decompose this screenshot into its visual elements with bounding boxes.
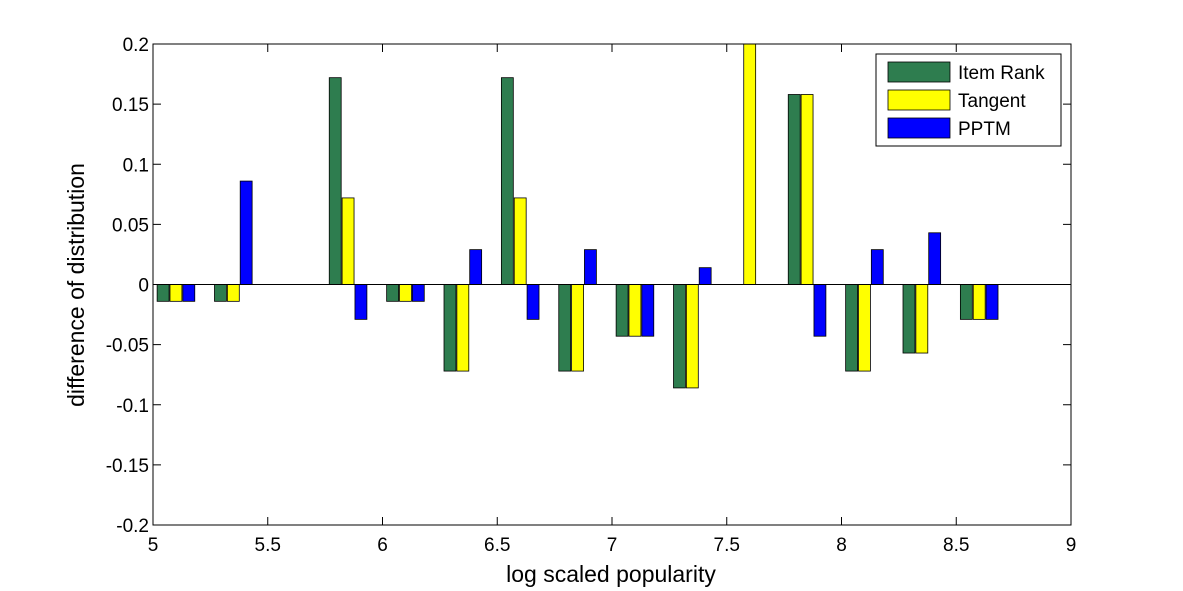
legend-swatch-pptm (887, 117, 951, 139)
bar-tangent-5 (513, 197, 527, 285)
bar-item-rank-13 (959, 284, 973, 320)
y-tick-label: -0.1 (116, 396, 149, 417)
x-tick-label: 8.5 (943, 535, 969, 556)
bar-item-rank-8 (673, 284, 686, 389)
bar-tangent-11 (858, 284, 871, 372)
x-tick-label: 6.5 (484, 535, 510, 556)
bar-pptm-12 (928, 232, 942, 285)
legend: Item Rank Tangent PPTM (875, 53, 1062, 147)
bars-layer (156, 43, 999, 389)
bar-item-rank-6 (558, 284, 572, 372)
bar-item-rank-2 (328, 77, 342, 285)
y-axis-ticks: 0.2 0.15 0.1 0.05 0 -0.05 -0.1 -0.15 -0.2 (106, 35, 1071, 537)
bar-tangent-1 (226, 284, 240, 302)
legend-swatch-tangent (887, 89, 951, 111)
bar-tangent-2 (341, 197, 355, 285)
bar-pptm-6 (584, 249, 597, 285)
y-tick-label: 0.2 (123, 35, 149, 56)
y-tick-label: -0.05 (106, 336, 149, 357)
bar-pptm-3 (411, 284, 425, 302)
bar-item-rank-5 (500, 77, 514, 285)
bar-item-rank-1 (214, 284, 227, 302)
y-axis-label: difference of distribution (63, 163, 89, 407)
x-tick-label: 5.5 (255, 535, 281, 556)
bar-tangent-8 (685, 284, 699, 389)
bar-tangent-9 (743, 43, 757, 285)
y-tick-label: 0.05 (112, 215, 149, 236)
x-axis-label: log scaled popularity (506, 561, 716, 587)
bar-pptm-4 (469, 249, 483, 285)
y-tick-label: 0.15 (112, 95, 149, 116)
bar-pptm-7 (641, 284, 655, 337)
y-tick-label: -0.2 (116, 516, 149, 537)
bar-pptm-0 (182, 284, 196, 302)
bar-tangent-6 (571, 284, 584, 372)
y-tick-label: 0 (138, 276, 149, 297)
bar-tangent-3 (399, 284, 412, 302)
bar-pptm-10 (813, 284, 827, 337)
legend-label-tangent: Tangent (958, 91, 1026, 112)
x-tick-label: 7.5 (714, 535, 740, 556)
legend-label-pptm: PPTM (958, 119, 1011, 140)
legend-swatch-item-rank (887, 61, 951, 83)
bar-tangent-7 (628, 284, 642, 337)
bar-pptm-11 (870, 249, 884, 285)
x-tick-label: 5 (148, 535, 159, 556)
bar-item-rank-7 (615, 284, 629, 337)
x-tick-label: 9 (1066, 535, 1077, 556)
bar-item-rank-0 (156, 284, 170, 302)
bar-item-rank-12 (902, 284, 916, 354)
bar-pptm-2 (354, 284, 368, 320)
x-tick-label: 6 (377, 535, 388, 556)
bar-tangent-4 (456, 284, 470, 372)
bar-item-rank-3 (386, 284, 399, 302)
x-tick-label: 8 (836, 535, 847, 556)
legend-label-item-rank: Item Rank (958, 63, 1045, 84)
x-axis-ticks: 5 5.5 6 6.5 7 7.5 8 8.5 9 (148, 44, 1077, 556)
bar-tangent-13 (972, 284, 986, 320)
bar-pptm-5 (526, 284, 540, 320)
bar-item-rank-11 (845, 284, 858, 372)
y-tick-label: 0.1 (123, 155, 149, 176)
bar-item-rank-4 (443, 284, 457, 372)
bar-item-rank-10 (787, 94, 801, 285)
bar-pptm-8 (698, 267, 712, 285)
y-tick-label: -0.15 (106, 456, 149, 477)
bar-pptm-13 (985, 284, 999, 320)
x-tick-label: 7 (607, 535, 618, 556)
bar-pptm-1 (239, 180, 253, 285)
bar-tangent-10 (800, 94, 814, 285)
bar-tangent-0 (169, 284, 183, 302)
bar-tangent-12 (915, 284, 929, 354)
